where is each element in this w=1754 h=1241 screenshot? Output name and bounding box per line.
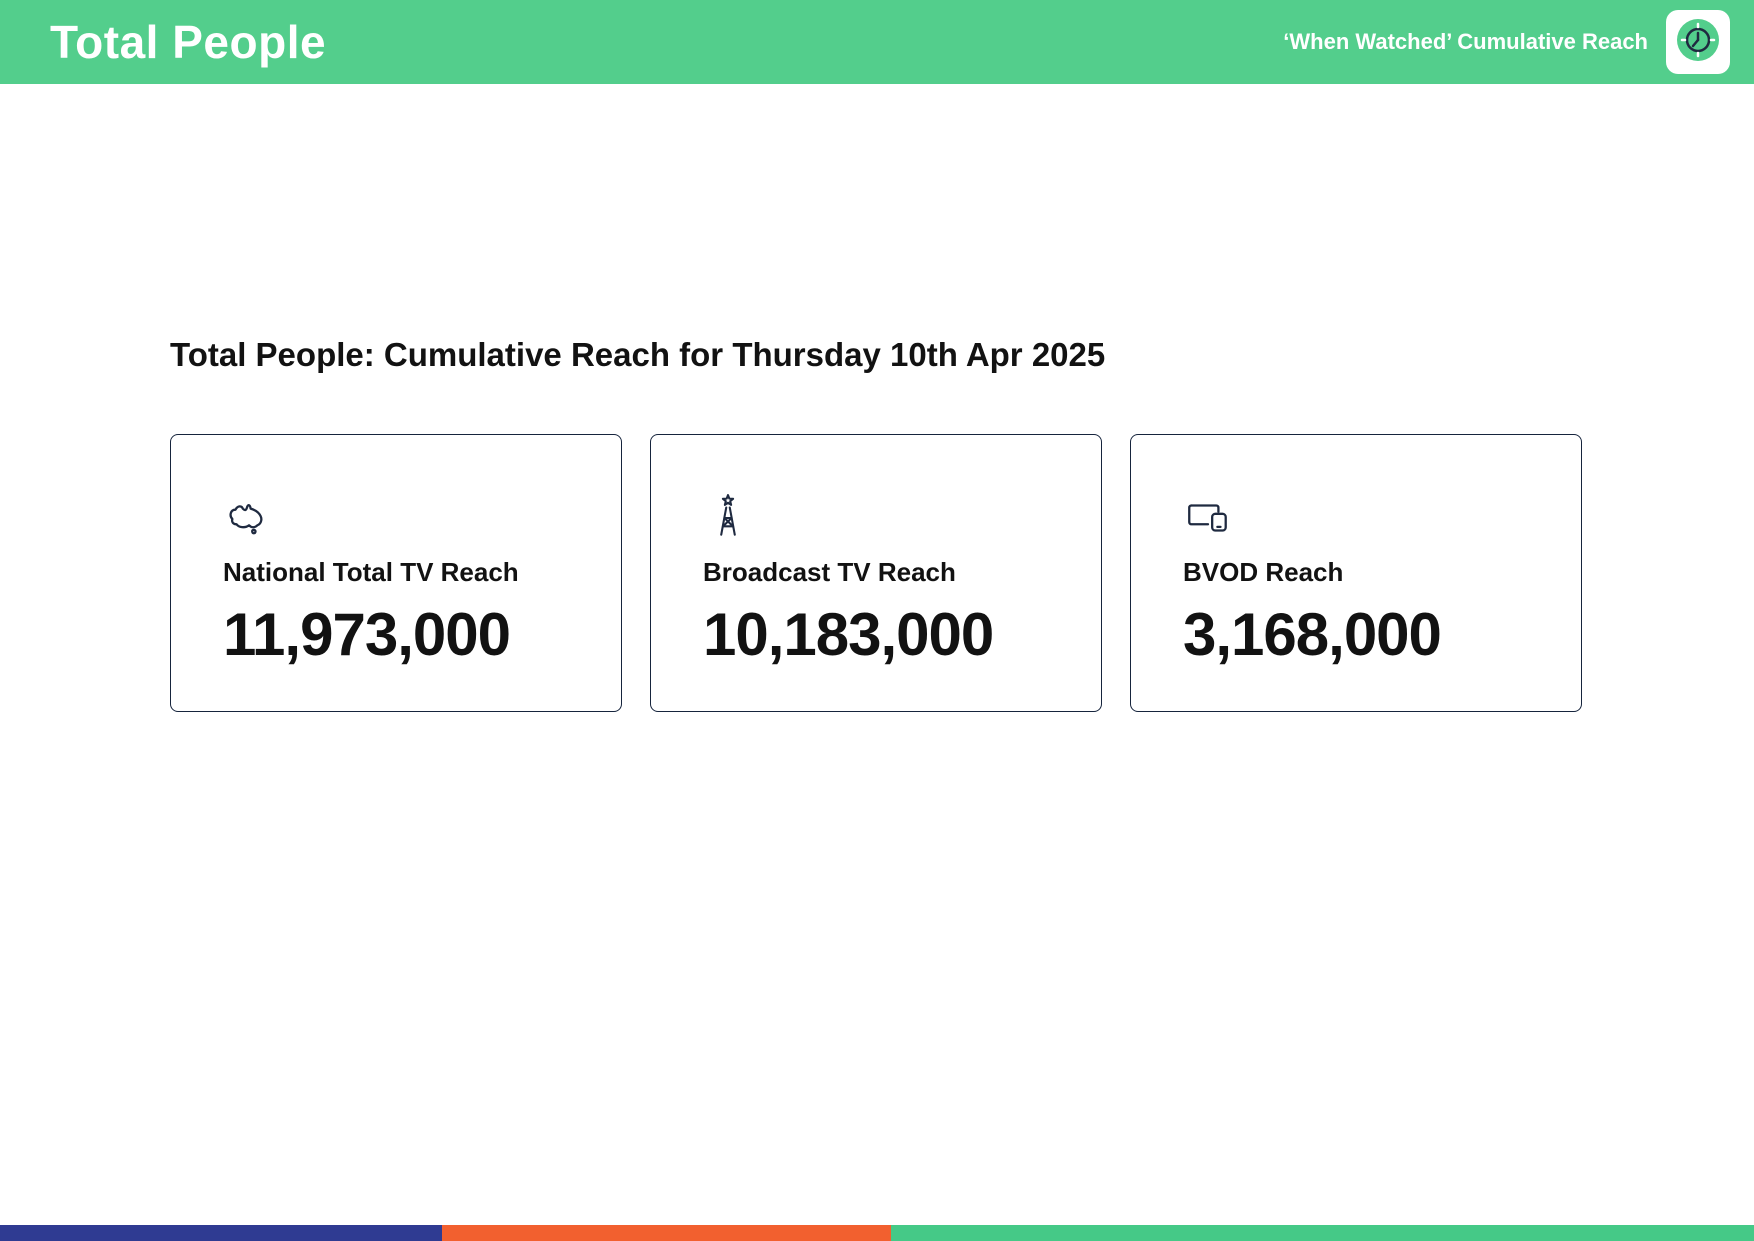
stat-card-bvod-reach: BVOD Reach 3,168,000 <box>1130 434 1582 712</box>
footer-segment-green <box>891 1225 1754 1241</box>
app-logo <box>1666 10 1730 74</box>
stat-value: 3,168,000 <box>1183 601 1442 668</box>
footer-segment-blue <box>0 1225 442 1241</box>
stat-value: 10,183,000 <box>703 601 994 668</box>
stat-card-broadcast-tv-reach: Broadcast TV Reach 10,183,000 <box>650 434 1102 712</box>
page-title: Total People <box>50 16 327 68</box>
header-right: ‘When Watched’ Cumulative Reach <box>1283 10 1730 74</box>
stat-value: 11,973,000 <box>223 601 511 668</box>
stat-cards-row: National Total TV Reach 11,973,000 Broad… <box>170 434 1754 712</box>
stat-card-national-total-tv-reach: National Total TV Reach 11,973,000 <box>170 434 622 712</box>
footer-bar <box>0 1225 1754 1241</box>
australia-map-icon <box>223 493 581 543</box>
stat-label: Broadcast TV Reach <box>703 557 956 587</box>
broadcast-tower-icon <box>703 493 1061 543</box>
header-subtitle: ‘When Watched’ Cumulative Reach <box>1283 29 1648 54</box>
clock-logo-icon <box>1672 14 1724 71</box>
stat-label: BVOD Reach <box>1183 557 1344 587</box>
stat-label: National Total TV Reach <box>223 557 519 587</box>
main-content: Total People: Cumulative Reach for Thurs… <box>0 336 1754 712</box>
footer-segment-orange <box>442 1225 892 1241</box>
devices-icon <box>1183 493 1541 543</box>
header: Total People ‘When Watched’ Cumulative R… <box>0 0 1754 84</box>
report-heading: Total People: Cumulative Reach for Thurs… <box>170 336 1106 373</box>
